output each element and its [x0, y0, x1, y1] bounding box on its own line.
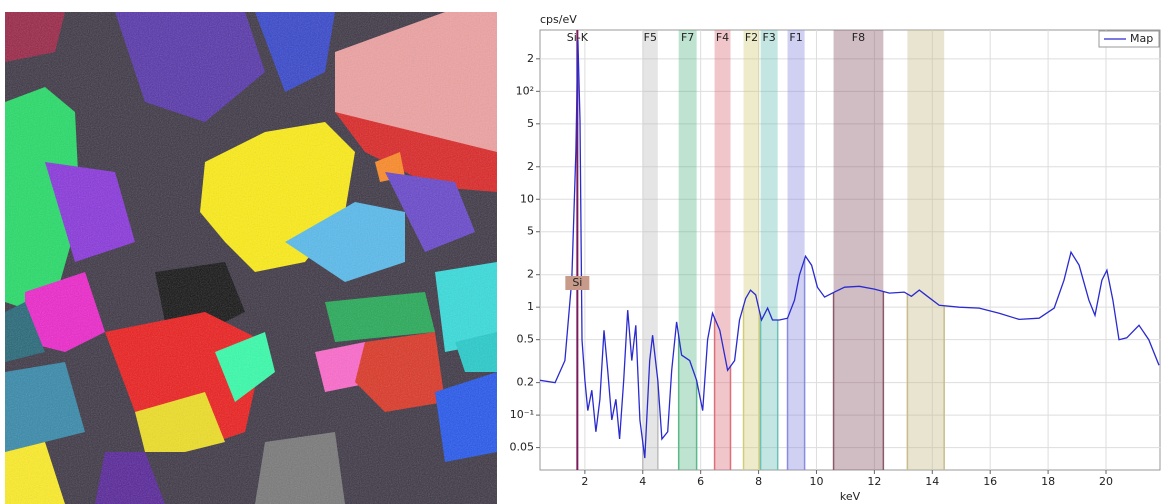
region-band — [787, 30, 805, 470]
region-band — [714, 30, 731, 470]
y-tick-label: 2 — [527, 52, 534, 65]
spectrum-line — [540, 39, 1160, 459]
region-band — [833, 30, 884, 470]
region-band — [760, 30, 778, 470]
element-tag-box — [565, 276, 590, 290]
y-axis-label: cps/eV — [540, 13, 577, 26]
region-label: F3 — [762, 31, 775, 44]
y-tick-label: 2 — [527, 268, 534, 281]
element-tag: Si — [572, 276, 582, 289]
y-tick-label: 10² — [516, 84, 534, 97]
plot-area — [540, 30, 1161, 470]
region-band — [907, 30, 945, 470]
y-tick-label: 0.05 — [510, 441, 535, 454]
x-tick-label: 2 — [581, 475, 588, 488]
x-tick-label: 18 — [1041, 475, 1055, 488]
y-tick-label: 10⁻¹ — [510, 408, 534, 421]
x-tick-label: 12 — [867, 475, 881, 488]
region-band — [743, 30, 760, 470]
x-tick-label: 14 — [925, 475, 939, 488]
region-label: F8 — [852, 31, 865, 44]
x-tick-label: 20 — [1099, 475, 1113, 488]
region-label: F2 — [745, 31, 758, 44]
y-tick-label: 1 — [527, 300, 534, 313]
region-label: F7 — [681, 31, 694, 44]
region-label: F1 — [789, 31, 802, 44]
y-tick-label: 0.2 — [517, 376, 535, 389]
y-tick-label: 10 — [520, 192, 534, 205]
y-tick-label: 2 — [527, 160, 534, 173]
x-tick-label: 6 — [697, 475, 704, 488]
y-tick-label: 0.5 — [517, 333, 535, 346]
legend-box — [1098, 30, 1160, 48]
plot-frame — [539, 29, 1161, 471]
x-tick-label: 8 — [755, 475, 762, 488]
legend-label: Map — [1130, 32, 1153, 45]
region-band — [678, 30, 697, 470]
y-tick-label: 5 — [527, 225, 534, 238]
x-axis-label: keV — [840, 490, 861, 503]
region-label: F5 — [644, 31, 657, 44]
x-tick-label: 4 — [639, 475, 646, 488]
region-band — [642, 30, 658, 470]
orientation-map — [5, 12, 497, 504]
element-label: Si-K — [567, 31, 589, 44]
x-tick-label: 16 — [983, 475, 997, 488]
y-tick-label: 5 — [527, 117, 534, 130]
region-label: F4 — [716, 31, 729, 44]
x-tick-label: 10 — [809, 475, 823, 488]
